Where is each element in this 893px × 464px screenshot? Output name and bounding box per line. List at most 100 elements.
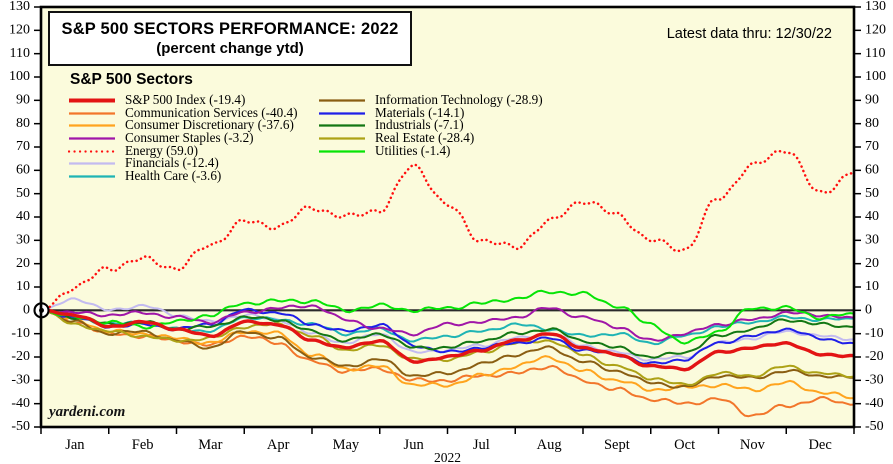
x-tick-label: Apr — [267, 437, 290, 453]
series-line-s-p-500-index — [41, 308, 854, 372]
y-tick-label-left: 20 — [16, 256, 30, 271]
legend-label: Consumer Discretionary (-37.6) — [125, 117, 294, 133]
y-tick-label-left: 80 — [16, 116, 30, 131]
legend-label: Information Technology (-28.9) — [375, 92, 543, 107]
legend-label: Financials (-12.4) — [125, 155, 219, 171]
legend-item: Consumer Discretionary (-37.6) — [68, 117, 318, 133]
y-tick-label-left: 10 — [16, 279, 30, 294]
legend-label: Industrials (-7.1) — [375, 117, 464, 133]
chart-subtitle: (percent change ytd) — [156, 40, 304, 57]
legend-columns: S&P 500 Index (-19.4) Communication Servi… — [68, 92, 543, 184]
series-line-utilities — [41, 289, 854, 345]
y-tick-label-left: -30 — [11, 373, 30, 388]
y-tick-label-left: 120 — [9, 23, 30, 38]
y-tick-label-right: -10 — [865, 326, 884, 341]
legend-label: S&P 500 Index (-19.4) — [125, 92, 246, 107]
y-tick-label-right: -50 — [865, 419, 884, 434]
legend-item: Health Care (-3.6) — [68, 168, 318, 184]
legend-swatch-line — [69, 111, 115, 115]
legend-swatch-line — [69, 98, 115, 103]
legend-item: Financials (-12.4) — [68, 155, 318, 171]
plot-background — [41, 7, 854, 427]
legend-swatch-line — [319, 111, 365, 115]
y-tick-label-right: -40 — [865, 396, 884, 411]
y-tick-label-right: 110 — [865, 46, 885, 61]
x-tick-label: Feb — [132, 437, 154, 453]
y-tick-label-right: 0 — [865, 303, 872, 318]
x-axis: Jan Feb Mar Apr May Jun Jul Aug Sept Oct Nov Dec 202… — [40, 427, 855, 464]
y-tick-label-left: 90 — [16, 93, 30, 108]
y-tick-label-right: 40 — [865, 209, 879, 224]
legend-swatch-line — [68, 149, 116, 153]
legend-swatch-line — [69, 162, 115, 165]
legend-item: Real Estate (-28.4) — [318, 130, 543, 146]
series-line-energy — [41, 149, 854, 312]
legend-swatch-line — [69, 137, 115, 140]
chart-title: S&P 500 SECTORS PERFORMANCE: 2022 — [61, 20, 399, 38]
y-tick-label-right: 20 — [865, 256, 879, 271]
series-line-consumer-staples — [41, 304, 854, 342]
legend-label: Consumer Staples (-3.2) — [125, 130, 254, 146]
legend-label: Utilities (-1.4) — [375, 142, 451, 158]
legend-item: S&P 500 Index (-19.4) — [68, 92, 318, 107]
legend-item: Energy (59.0) — [68, 142, 318, 158]
x-tick-label: Dec — [808, 437, 831, 453]
y-tick-label-right: 130 — [865, 0, 886, 14]
y-tick-label-left: -10 — [11, 326, 30, 341]
x-tick-label: May — [333, 437, 360, 453]
x-tick-label: Oct — [674, 437, 695, 453]
x-tick-label: Nov — [740, 437, 766, 453]
legend-swatch-line — [319, 137, 365, 140]
plot-frame — [39, 5, 856, 429]
legend-swatch-line — [319, 99, 365, 102]
x-tick-label: Jun — [404, 437, 425, 453]
legend-label: Real Estate (-28.4) — [375, 130, 475, 146]
y-tick-label-left: -40 — [11, 396, 30, 411]
legend-label: Health Care (-3.6) — [125, 168, 222, 184]
legend-item: Information Technology (-28.9) — [318, 92, 543, 107]
legend-item: Consumer Staples (-3.2) — [68, 130, 318, 146]
y-tick-label-left: -50 — [11, 419, 30, 434]
y-tick-label-right: 90 — [865, 93, 879, 108]
legend-column-right: Information Technology (-28.9) Materials … — [318, 92, 543, 183]
y-tick-label-right: 120 — [865, 23, 886, 38]
y-tick-label-left: 100 — [9, 69, 30, 84]
legend-item: Industrials (-7.1) — [318, 117, 543, 133]
x-tick-label: Sept — [604, 437, 630, 453]
x-tick-label: Jul — [473, 437, 490, 453]
y-tick-label-left: 0 — [23, 303, 30, 318]
y-axis: -50 -50 -40 -40 -30 -30 -20 -20 -10 -10 0 0 10 10 20 20… — [9, 0, 886, 434]
x-tick-label: Aug — [537, 437, 562, 453]
legend-title: S&P 500 Sectors — [70, 71, 193, 88]
x-tick-label: Mar — [198, 437, 222, 453]
y-tick-label-left: 60 — [16, 163, 30, 178]
legend-swatch-line — [69, 124, 115, 127]
legend-label: Energy (59.0) — [125, 142, 199, 158]
y-tick-label-right: 80 — [865, 116, 879, 131]
legend-item: Communication Services (-40.4) — [68, 106, 318, 120]
y-tick-label-right: 60 — [865, 163, 879, 178]
legend-item: Materials (-14.1) — [318, 104, 543, 120]
x-axis-year-label: 2022 — [434, 450, 461, 464]
chart-title-box: S&P 500 SECTORS PERFORMANCE: 2022 (perce… — [48, 11, 412, 66]
latest-data-note: Latest data thru: 12/30/22 — [666, 26, 832, 42]
legend-item: Utilities (-1.4) — [318, 142, 543, 158]
y-tick-label-left: 130 — [9, 0, 30, 14]
y-tick-label-left: 40 — [16, 209, 30, 224]
legend: S&P 500 Sectors S&P 500 Index (-19.4) Com… — [68, 71, 543, 183]
y-tick-label-left: 70 — [16, 139, 30, 154]
y-tick-label-right: 30 — [865, 233, 879, 248]
y-tick-label-right: 10 — [865, 279, 879, 294]
y-tick-label-left: 50 — [16, 186, 30, 201]
y-tick-label-right: 100 — [865, 69, 886, 84]
y-tick-label-right: 50 — [865, 186, 879, 201]
legend-label: Materials (-14.1) — [375, 104, 465, 120]
legend-swatch-line — [319, 124, 365, 127]
series-line-real-estate — [41, 309, 854, 386]
y-tick-label-left: 110 — [10, 46, 30, 61]
legend-column-left: S&P 500 Index (-19.4) Communication Servi… — [68, 92, 318, 184]
watermark-yardeni: yardeni.com — [49, 404, 126, 420]
legend-swatch-line — [319, 149, 365, 153]
